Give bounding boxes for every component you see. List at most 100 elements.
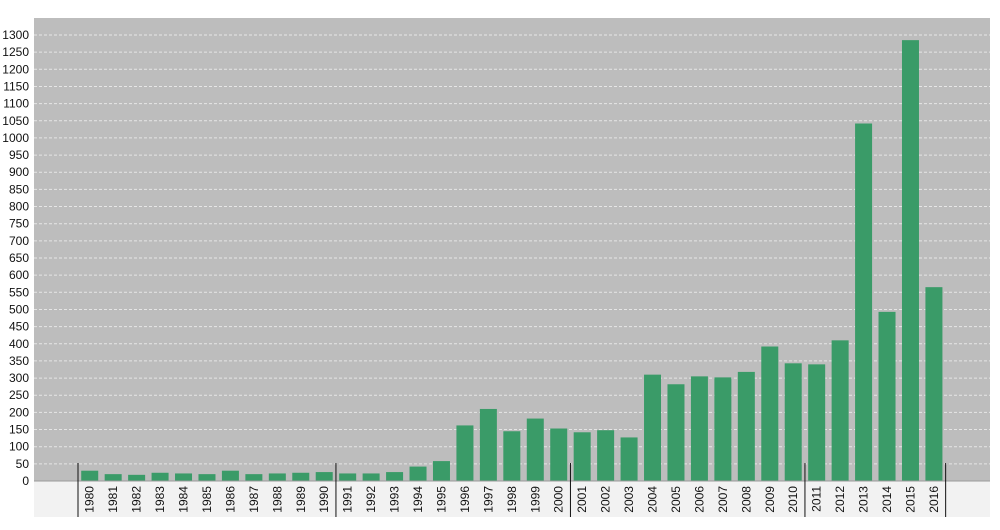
x-tick-label: 2006 [692,486,706,513]
bar-1991 [339,473,357,481]
bar-1982 [128,474,146,481]
bar-2007 [714,377,732,481]
x-tick-label: 2012 [833,486,847,513]
gridlines [34,34,990,465]
bar-1983 [151,472,169,481]
y-tick-label: 500 [9,302,29,316]
y-tick-label: 200 [9,405,29,419]
x-tick-label: 2014 [880,486,894,513]
bar-2009 [761,346,779,481]
x-tick-label: 1984 [177,486,191,513]
x-tick-label: 1980 [83,486,97,513]
bar-1993 [386,472,404,481]
y-tick-label: 850 [9,182,29,196]
y-tick-label: 550 [9,285,29,299]
bar-2004 [644,374,662,481]
y-tick-label: 1250 [2,45,29,59]
y-tick-label: 100 [9,440,29,454]
bar-2008 [737,371,755,481]
x-tick-label: 2008 [739,486,753,513]
y-tick-label: 950 [9,148,29,162]
y-tick-label: 400 [9,337,29,351]
x-tick-label: 1987 [247,486,261,513]
x-tick-label: 1985 [200,486,214,513]
x-tick-label: 2000 [552,486,566,513]
x-tick-label: 2013 [857,486,871,513]
bar-1997 [479,408,497,481]
x-tick-label: 2009 [763,486,777,513]
x-tick-label: 2004 [646,486,660,513]
bar-1990 [315,472,333,481]
bar-2000 [550,428,568,481]
x-tick-label: 1988 [270,486,284,513]
y-tick-label: 1100 [3,97,29,111]
bar-2010 [784,363,802,481]
y-tick-label: 600 [9,268,29,282]
bars-group [81,40,943,482]
bar-1998 [503,431,521,481]
x-tick-label: 1998 [505,486,519,513]
bar-1994 [409,466,427,481]
bar-1986 [221,470,239,481]
x-tick-label: 1989 [294,486,308,513]
y-tick-label: 1200 [2,62,29,76]
x-tick-label: 1990 [317,486,331,513]
y-tick-label: 300 [9,371,29,385]
x-tick-label: 1983 [153,486,167,513]
y-tick-label: 450 [9,320,29,334]
x-axis: 1980 1981 1982 1983 1984 1985 1986 1987 1988 1989… [77,463,947,517]
y-tick-label: 900 [9,165,29,179]
x-tick-label: 2015 [903,486,917,513]
y-tick-label: 1300 [2,28,29,42]
y-tick-label: 1050 [2,114,29,128]
y-tick-label: 700 [9,234,29,248]
bar-2005 [667,384,685,481]
x-tick-label: 2005 [669,486,683,513]
bar-1996 [456,425,474,481]
x-tick-label: 1992 [364,486,378,513]
y-tick-label: 250 [9,388,29,402]
bar-1999 [526,418,544,481]
bar-1980 [81,470,99,481]
bar-1981 [104,474,122,481]
bar-1992 [362,473,380,481]
y-tick-label: 750 [9,217,29,231]
x-tick-label: 2010 [786,486,800,513]
bar-1995 [432,461,450,481]
bar-2013 [855,123,873,481]
y-tick-label: 650 [9,251,29,265]
y-axis: 0 50 100 150 200 250 300 350 400 450 500 550 600 650 7… [2,28,990,488]
x-tick-label: 2016 [927,486,941,513]
x-axis-band [34,481,990,517]
x-tick-label: 2007 [716,486,730,513]
y-tick-label: 0 [22,474,29,488]
x-tick-label: 1981 [106,486,120,513]
x-tick-label: 1982 [130,486,144,513]
y-tick-label: 150 [9,423,29,437]
x-tick-label: 1997 [481,486,495,513]
bar-1987 [245,474,263,481]
bar-2014 [878,311,896,481]
y-tick-label: 1000 [2,131,29,145]
bar-1984 [175,473,193,481]
x-tick-label: 2002 [599,486,613,513]
x-tick-label: 2001 [575,486,589,513]
x-tick-label: 1994 [411,486,425,513]
bar-2006 [690,376,708,481]
x-tick-label: 2011 [810,486,824,512]
x-tick-label: 1999 [528,486,542,513]
bar-2011 [808,364,826,481]
x-tick-label: 2003 [622,486,636,513]
x-tick-label: 1986 [223,486,237,513]
plot-background [34,18,990,481]
y-tick-label: 1150 [3,79,29,93]
bar-2001 [573,432,591,481]
bar-1985 [198,474,216,481]
bar-2012 [831,340,849,481]
y-tick-label: 800 [9,200,29,214]
bar-2015 [901,40,919,482]
x-tick-label: 1995 [434,486,448,513]
y-tick-label: 50 [16,457,30,471]
